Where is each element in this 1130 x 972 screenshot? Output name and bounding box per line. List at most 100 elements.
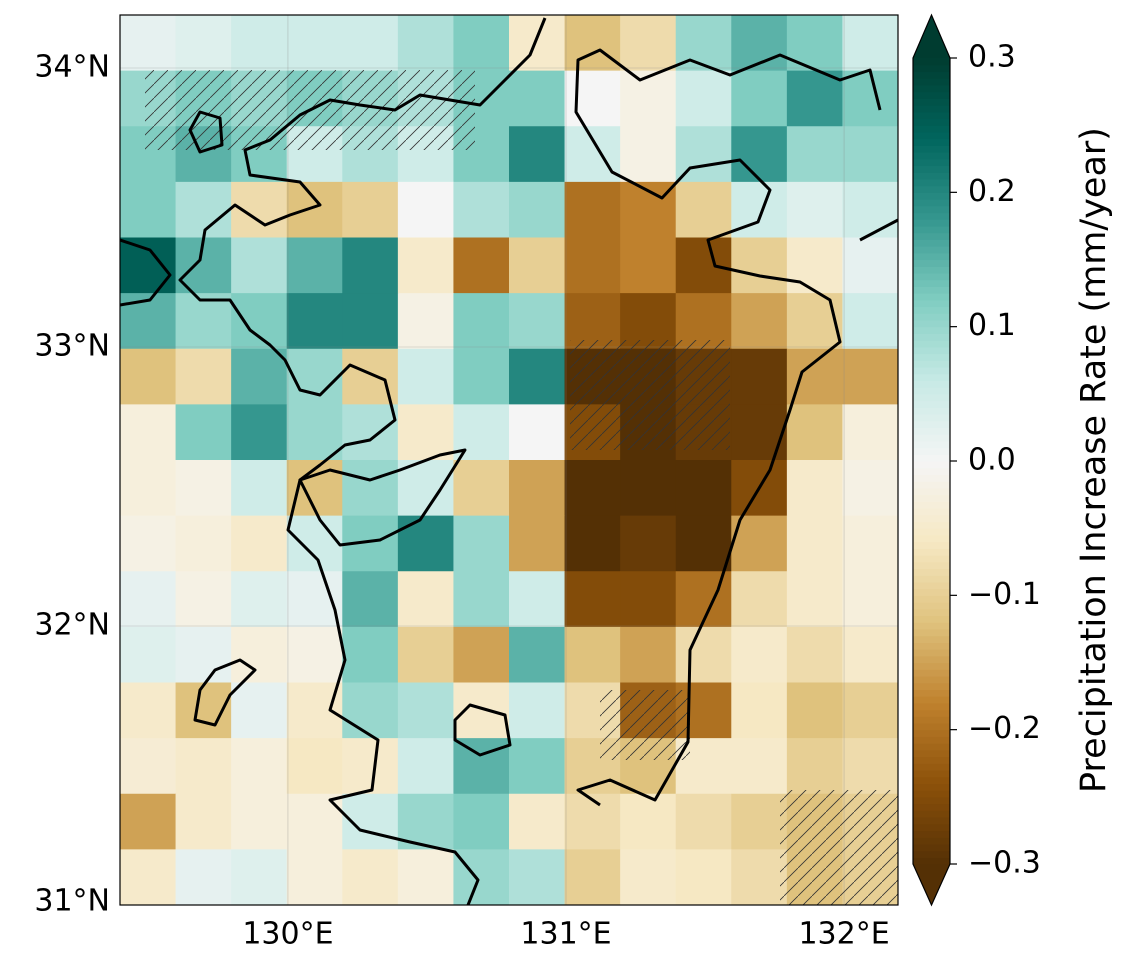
- cell: [231, 571, 288, 628]
- cell: [286, 348, 343, 405]
- colorbar-tick-label: 0.3: [968, 40, 1016, 75]
- cell: [731, 404, 788, 461]
- colorbar-swatch: [913, 91, 950, 99]
- cell: [231, 682, 288, 739]
- cell: [786, 237, 843, 294]
- colorbar-swatch: [913, 279, 950, 287]
- colorbar-swatch: [913, 259, 950, 267]
- cell: [120, 181, 177, 238]
- cell: [120, 738, 177, 795]
- colorbar-swatch: [913, 581, 950, 590]
- cell: [286, 849, 343, 905]
- cell: [620, 515, 677, 572]
- cell: [842, 348, 898, 405]
- colorbar-label: Precipitation Increase Rate (mm/year): [1074, 127, 1114, 793]
- colorbar-extend-bottom: [913, 864, 950, 905]
- colorbar-swatch: [913, 413, 950, 422]
- cell: [175, 460, 232, 517]
- x-tick-label: 131°E: [520, 917, 611, 952]
- colorbar-swatch: [913, 454, 950, 462]
- cell: [731, 237, 788, 294]
- cell: [453, 181, 510, 238]
- colorbar-swatch: [913, 501, 950, 509]
- cell: [731, 626, 788, 683]
- cell: [397, 348, 454, 405]
- cell: [120, 682, 177, 739]
- cell: [453, 293, 510, 350]
- cell: [120, 404, 177, 461]
- cell: [286, 571, 343, 628]
- colorbar-swatch: [913, 467, 950, 476]
- cell: [564, 181, 621, 238]
- cell: [342, 15, 399, 72]
- cell: [564, 793, 621, 850]
- colorbar-swatch: [913, 172, 950, 180]
- cell: [620, 849, 677, 905]
- cell: [120, 626, 177, 683]
- cell: [675, 515, 732, 572]
- colorbar-swatch: [913, 138, 950, 146]
- colorbar-swatch: [913, 427, 950, 435]
- cell: [564, 849, 621, 905]
- colorbar-swatch: [913, 434, 950, 442]
- colorbar-swatch: [913, 790, 950, 798]
- colorbar-swatch: [913, 199, 950, 207]
- colorbar-swatch: [913, 662, 950, 670]
- colorbar-swatch: [913, 783, 950, 791]
- colorbar-swatch: [913, 293, 950, 301]
- colorbar-swatch: [913, 508, 950, 516]
- cell: [564, 126, 621, 183]
- colorbar-swatch: [913, 474, 950, 482]
- cell: [175, 404, 232, 461]
- colorbar-swatch: [913, 266, 950, 274]
- cell: [231, 404, 288, 461]
- colorbar-swatch: [913, 534, 950, 543]
- cell: [231, 181, 288, 238]
- colorbar-swatch: [913, 84, 950, 93]
- colorbar-swatch: [913, 306, 950, 314]
- cell: [231, 237, 288, 294]
- colorbar-swatch: [913, 118, 950, 126]
- cell: [342, 571, 399, 628]
- colorbar-extend-top: [913, 15, 950, 58]
- cell: [397, 626, 454, 683]
- cell: [231, 626, 288, 683]
- cell: [509, 793, 566, 850]
- cell: [675, 181, 732, 238]
- colorbar-swatch: [913, 165, 950, 173]
- cell: [231, 15, 288, 72]
- colorbar-swatch: [913, 709, 950, 717]
- x-tick-label: 132°E: [798, 917, 889, 952]
- cell: [786, 460, 843, 517]
- cell: [342, 626, 399, 683]
- colorbar-tick-label: 0.1: [968, 308, 1016, 343]
- y-tick-label: 34°N: [34, 50, 110, 85]
- cell: [731, 793, 788, 850]
- cell: [620, 793, 677, 850]
- cell: [397, 571, 454, 628]
- cell: [453, 626, 510, 683]
- cell: [509, 682, 566, 739]
- cell: [342, 460, 399, 517]
- cell: [286, 15, 343, 72]
- colorbar-swatch: [913, 219, 950, 227]
- colorbar-swatch: [913, 561, 950, 570]
- colorbar-swatch: [913, 326, 950, 334]
- cell: [120, 237, 177, 294]
- cell: [731, 70, 788, 127]
- coastline: [120, 17, 898, 905]
- colorbar-swatch: [913, 635, 950, 643]
- cell: [286, 793, 343, 850]
- colorbar-tick-label: −0.2: [968, 711, 1041, 746]
- colorbar-swatch: [913, 837, 950, 845]
- cell: [175, 626, 232, 683]
- x-tick-label: 130°E: [242, 917, 333, 952]
- colorbar-swatch: [913, 145, 950, 153]
- colorbar-swatch: [913, 205, 950, 214]
- colorbar-swatch: [913, 675, 950, 684]
- cell: [453, 849, 510, 905]
- cell: [675, 849, 732, 905]
- colorbar-swatch: [913, 272, 950, 281]
- cell: [842, 460, 898, 517]
- cell: [286, 404, 343, 461]
